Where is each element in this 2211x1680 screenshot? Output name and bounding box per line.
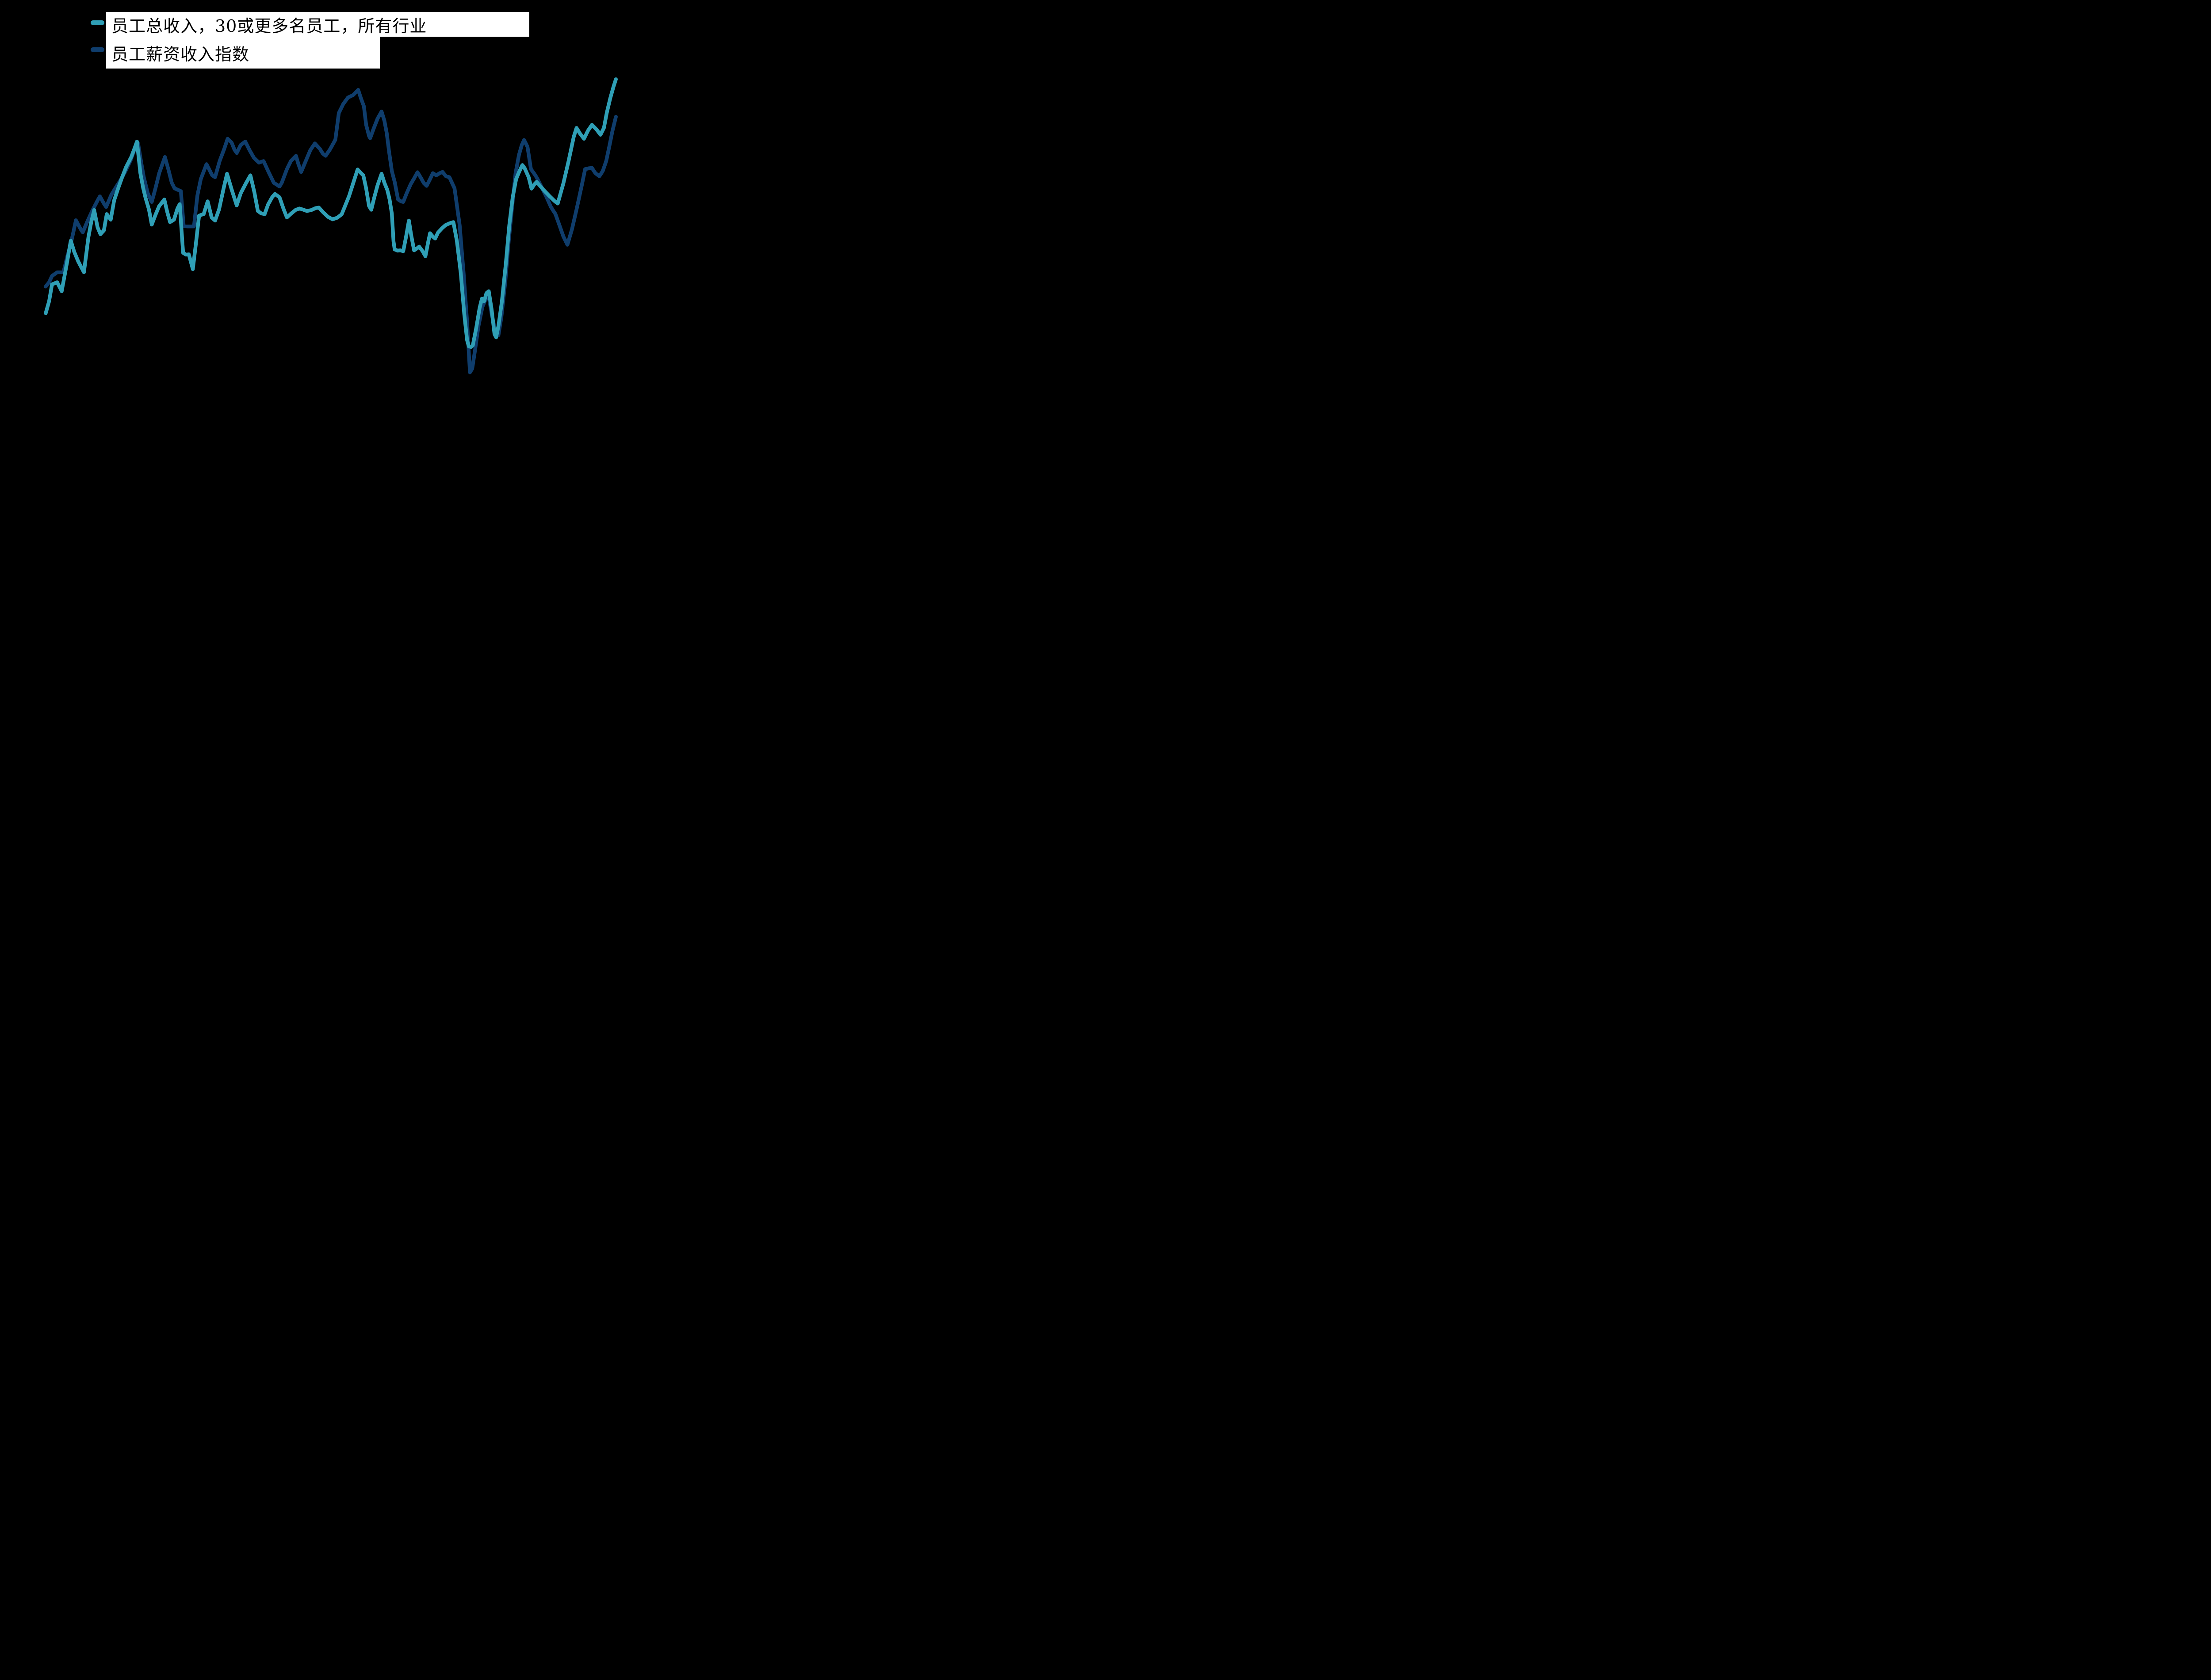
line-chart-plot	[44, 77, 618, 374]
legend-swatch-total-earnings-icon	[91, 20, 104, 25]
legend-label-total-earnings: 员工总收入，30或更多名员工，所有行业	[111, 16, 427, 36]
legend-item-total-earnings: 员工总收入，30或更多名员工，所有行业	[106, 12, 529, 37]
legend-item-payroll-index: 员工薪资收入指数	[106, 37, 380, 69]
legend-swatch-payroll-index-icon	[91, 47, 104, 52]
chart-canvas: 员工总收入，30或更多名员工，所有行业 员工薪资收入指数	[0, 0, 631, 420]
legend-label-payroll-index: 员工薪资收入指数	[111, 44, 250, 64]
total-earnings-series-line	[44, 77, 618, 349]
payroll-index-series-line	[44, 88, 618, 374]
